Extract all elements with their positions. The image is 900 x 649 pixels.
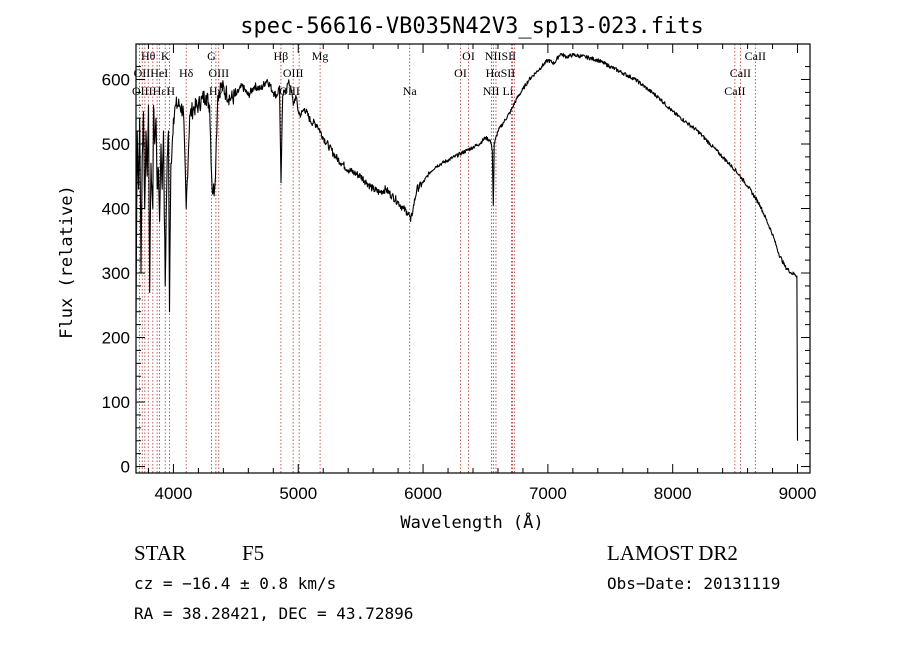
object-class: STAR	[134, 541, 186, 565]
y-tick-label-5: 500	[102, 135, 130, 154]
x-tick-label-5: 9000	[779, 484, 817, 503]
survey-name: LAMOST DR2	[607, 541, 738, 565]
line-label-19: NII Li	[483, 84, 514, 98]
line-label-5: OI	[462, 49, 475, 63]
x-tick-label-3: 7000	[529, 484, 567, 503]
redshift-text: cz = −16.4 ± 0.8 km/s	[134, 574, 336, 593]
line-labels: Hθ K G Hβ Mg OI NIISII CaII OIIHeI Hδ OIII OIII OI Hα…	[132, 49, 766, 98]
object-subclass: F5	[242, 541, 264, 565]
line-label-9: Hδ	[179, 66, 194, 80]
line-label-14: CaII	[730, 66, 751, 80]
line-label-0: Hθ	[141, 49, 156, 63]
line-label-17: OIII	[279, 84, 300, 98]
line-markers	[138, 44, 756, 473]
line-label-3: Hβ	[274, 49, 289, 63]
obs-date-text: Obs−Date: 20131119	[607, 574, 780, 593]
y-tick-label-0: 0	[121, 458, 130, 477]
spectrum-line	[135, 52, 799, 441]
line-label-4: Mg	[312, 49, 329, 63]
line-label-6: NIISII	[485, 49, 516, 63]
axis-ticks: 4000 5000 6000 7000 8000 9000 0 100 200 300 400 500…	[102, 44, 817, 503]
line-label-1: K	[161, 49, 170, 63]
x-tick-label-0: 4000	[155, 484, 193, 503]
plot-frame	[135, 43, 811, 474]
y-axis-label: Flux (relative)	[57, 185, 77, 339]
x-axis-label: Wavelength (Å)	[400, 511, 543, 533]
line-label-8: OIIHeI	[134, 66, 169, 80]
y-tick-label-4: 400	[102, 200, 130, 219]
line-label-12: OI	[454, 66, 467, 80]
y-tick-label-2: 200	[102, 329, 130, 348]
x-tick-label-4: 8000	[654, 484, 692, 503]
y-tick-label-3: 300	[102, 264, 130, 283]
line-label-7: CaII	[745, 49, 766, 63]
line-label-2: G	[207, 49, 216, 63]
line-label-13: HαSII	[486, 66, 516, 80]
radec-text: RA = 38.28421, DEC = 43.72896	[134, 604, 413, 623]
chart-title: spec-56616-VB035N42V3_sp13-023.fits	[240, 14, 704, 39]
x-tick-label-2: 6000	[404, 484, 442, 503]
line-label-10: OIII	[208, 66, 229, 80]
x-tick-label-1: 5000	[279, 484, 317, 503]
line-label-20: CaII	[724, 84, 745, 98]
y-tick-label-1: 100	[102, 393, 130, 412]
line-label-11: OIII	[283, 66, 304, 80]
line-label-18: Na	[403, 84, 418, 98]
line-label-15: OIIIHεH	[132, 84, 175, 98]
y-tick-label-6: 600	[102, 70, 130, 89]
